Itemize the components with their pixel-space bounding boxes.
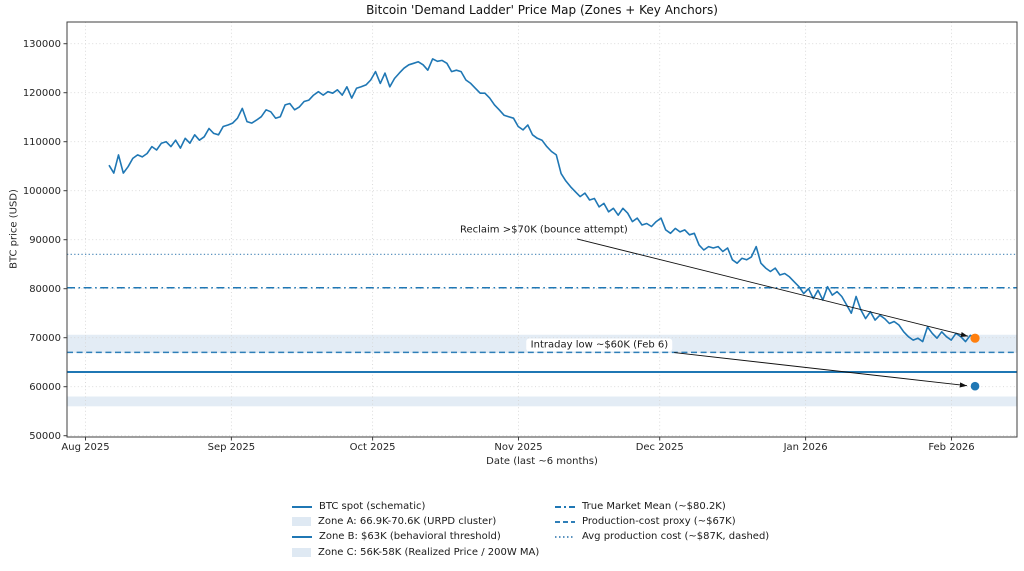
annotation-arrow [576, 238, 969, 338]
legend-label: Zone B: $63K (behavioral threshold) [319, 531, 501, 543]
legend-label: Production-cost proxy (~$67K) [582, 516, 736, 528]
x-tick-label: Jan 2026 [783, 442, 828, 453]
y-tick-label: 100000 [23, 186, 61, 197]
tick-labels: 50000 60000 70000 80000 90000 100000 110000 120… [23, 39, 975, 453]
plot-frame [66, 21, 1018, 438]
x-axis-label: Date (last ~6 months) [486, 456, 598, 467]
legend-swatch-solid-line [292, 535, 312, 538]
bounce-attempt-dot [970, 333, 980, 343]
y-axis-label: BTC price (USD) [8, 189, 20, 269]
y-tick-label: 70000 [29, 333, 61, 344]
legend-swatch-patch [292, 547, 311, 557]
key-markers [970, 333, 980, 391]
btc-price-line [108, 58, 976, 343]
intraday-low-dot [970, 381, 980, 391]
legend-item-zone-c: Zone C: 56K-58K (Realized Price / 200W M… [292, 545, 555, 560]
legend-swatch-solid-line [292, 505, 312, 508]
legend-item-production-cost-proxy: Production-cost proxy (~$67K) [555, 514, 769, 529]
x-tick-label: Oct 2025 [350, 442, 396, 453]
y-tick-label: 130000 [23, 39, 61, 50]
legend: BTC spot (schematic) Zone A: 66.9K-70.6K… [292, 499, 769, 560]
legend-item-avg-production-cost: Avg production cost (~$87K, dashed) [555, 529, 769, 544]
x-tick-label: Feb 2026 [928, 442, 974, 453]
annotation-arrows [576, 238, 969, 388]
y-tick-label: 60000 [29, 382, 61, 393]
y-tick-label: 110000 [23, 137, 61, 148]
y-tick-label: 120000 [23, 88, 61, 99]
y-tick-label: 90000 [29, 235, 61, 246]
zone-band [67, 396, 1017, 407]
legend-label: Zone A: 66.9K-70.6K (URPD cluster) [318, 516, 497, 528]
legend-label: BTC spot (schematic) [319, 501, 426, 513]
annotation-arrow [674, 352, 968, 388]
legend-column-2: True Market Mean (~$80.2K) Production-co… [555, 499, 769, 560]
x-tick-label: Dec 2025 [636, 442, 684, 453]
annotation-intraday-low: Intraday low ~$60K (Feb 6) [526, 338, 673, 352]
axes-frame [63, 21, 1018, 441]
y-tick-label: 80000 [29, 284, 61, 295]
legend-item-zone-b: Zone B: $63K (behavioral threshold) [292, 529, 555, 544]
chart-title: Bitcoin 'Demand Ladder' Price Map (Zones… [366, 3, 718, 17]
legend-swatch-patch [292, 517, 311, 527]
legend-item-zone-a: Zone A: 66.9K-70.6K (URPD cluster) [292, 514, 555, 529]
y-tick-label: 50000 [29, 431, 61, 442]
annotation-reclaim-70k: Reclaim >$70K (bounce attempt) [459, 224, 628, 236]
legend-label: Avg production cost (~$87K, dashed) [582, 531, 770, 543]
legend-swatch-dotted-line [555, 536, 575, 538]
legend-item-true-market-mean: True Market Mean (~$80.2K) [555, 499, 769, 514]
legend-swatch-dashdot-line [555, 505, 575, 508]
gridlines [67, 22, 1017, 437]
legend-item-btc-spot: BTC spot (schematic) [292, 499, 555, 514]
price-line [108, 58, 976, 343]
legend-label: True Market Mean (~$80.2K) [582, 501, 726, 513]
legend-swatch-dashed-line [555, 520, 575, 523]
legend-column-1: BTC spot (schematic) Zone A: 66.9K-70.6K… [292, 499, 555, 560]
x-tick-label: Aug 2025 [61, 442, 109, 453]
legend-label: Zone C: 56K-58K (Realized Price / 200W M… [318, 546, 540, 558]
x-tick-label: Sep 2025 [208, 442, 255, 453]
x-tick-label: Nov 2025 [494, 442, 542, 453]
anchor-lines [67, 253, 1017, 373]
